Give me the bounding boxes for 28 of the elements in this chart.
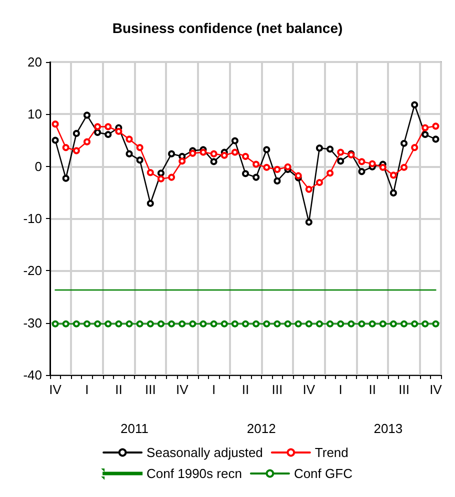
legend-label: Seasonally adjusted — [146, 445, 263, 460]
text: 2012 — [246, 421, 276, 436]
y-tick-label: 10 — [28, 106, 42, 122]
y-tick-label: -10 — [23, 211, 42, 226]
x-tick-label: IV — [176, 382, 189, 397]
text: 2011 — [120, 421, 149, 436]
legend-label: Conf GFC — [294, 466, 352, 481]
x-tick-label: IV — [430, 382, 442, 397]
y-tick-label: -40 — [23, 368, 42, 382]
x-tick-label: III — [272, 382, 283, 397]
legend-label: Conf 1990s recn — [146, 466, 242, 481]
chart-title: Business confidence (net balance) — [112, 20, 343, 36]
x-tick-label: III — [144, 382, 156, 397]
y-tick-label: 0 — [34, 158, 42, 174]
legend-label: Trend — [314, 445, 348, 460]
x-tick-label: IV — [49, 382, 62, 397]
x-tick-label: I — [338, 382, 342, 397]
x-tick-label: I — [212, 382, 216, 397]
x-tick-label: III — [398, 382, 410, 397]
y-tick-label: 20 — [28, 54, 42, 70]
x-tick-label: IV — [302, 382, 316, 397]
x-tick-label: II — [242, 382, 250, 397]
x-tick-label: II — [115, 382, 122, 397]
text: 2013 — [374, 421, 403, 436]
y-tick-label: -20 — [23, 263, 42, 278]
x-tick-label: II — [368, 382, 376, 397]
x-tick-label: I — [85, 382, 89, 397]
y-tick-label: -30 — [23, 315, 42, 330]
